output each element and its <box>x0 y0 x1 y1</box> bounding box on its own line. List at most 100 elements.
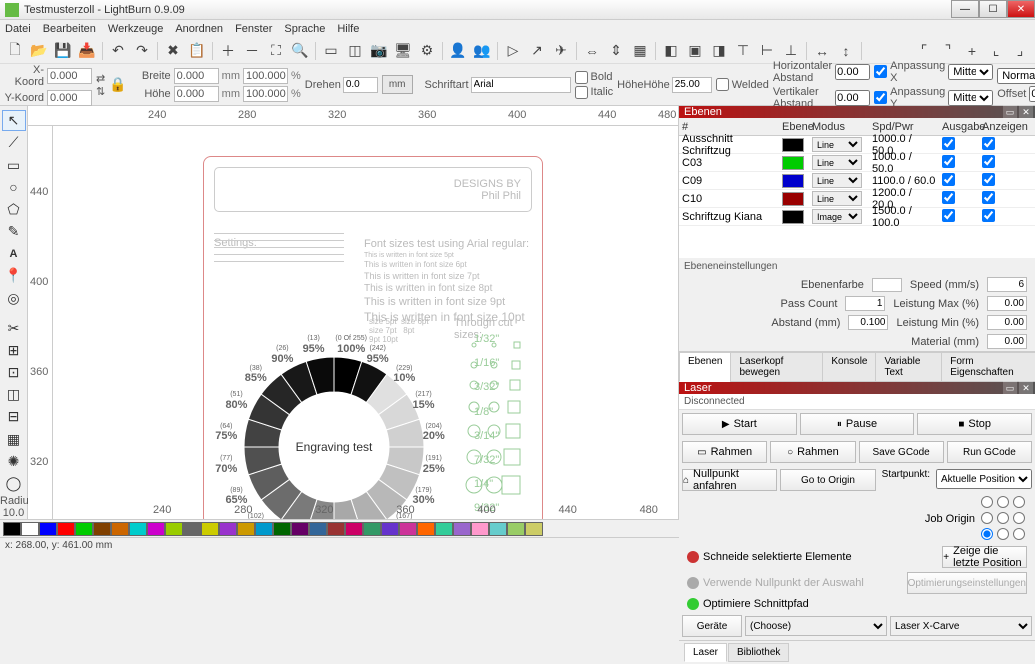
tool-c[interactable]: ◫ <box>2 384 26 405</box>
align-top-icon[interactable]: ⊤ <box>732 40 754 62</box>
startpunkt-select[interactable]: Aktuelle Position <box>936 469 1032 489</box>
color-swatch[interactable] <box>255 522 273 536</box>
color-swatch[interactable] <box>381 522 399 536</box>
panel-close-icon[interactable]: ✕ <box>1019 105 1033 119</box>
color-swatch[interactable] <box>453 522 471 536</box>
flip-v-icon[interactable]: ⇕ <box>605 40 627 62</box>
color-swatch[interactable] <box>399 522 417 536</box>
color-swatch[interactable] <box>129 522 147 536</box>
dist-h-icon[interactable]: ↔ <box>811 40 833 62</box>
polygon-tool[interactable]: ⬠ <box>2 199 26 220</box>
corner3-icon[interactable]: + <box>961 40 983 62</box>
anpx-sel[interactable]: Mitte <box>948 64 993 80</box>
h-input[interactable]: 0.000 <box>174 86 219 102</box>
mm-toggle[interactable]: mm <box>382 75 413 94</box>
rect-tool[interactable]: ▭ <box>2 155 26 176</box>
anpy-sel[interactable]: Mitte <box>948 90 993 106</box>
color-swatch[interactable] <box>507 522 525 536</box>
pointer-tool[interactable]: ↖ <box>2 110 26 131</box>
color-swatch[interactable] <box>21 522 39 536</box>
mirror-icon[interactable]: ▦ <box>629 40 651 62</box>
savegcode-button[interactable]: Save GCode <box>859 441 944 463</box>
camera-icon[interactable]: 📷 <box>368 40 390 62</box>
color-swatch[interactable] <box>93 522 111 536</box>
dist-v-icon[interactable]: ↕ <box>835 40 857 62</box>
color-swatch[interactable] <box>417 522 435 536</box>
zoom-icon[interactable]: 🔍 <box>289 40 311 62</box>
leistungmin-input[interactable] <box>987 315 1027 330</box>
color-swatch[interactable] <box>435 522 453 536</box>
user-icon[interactable]: 👤 <box>447 40 469 62</box>
color-swatch[interactable] <box>363 522 381 536</box>
frame1-button[interactable]: ▭ Rahmen <box>682 441 767 463</box>
text-tool[interactable]: A <box>2 243 26 264</box>
h2-input[interactable]: 100.000 <box>243 86 288 102</box>
color-swatch[interactable] <box>345 522 363 536</box>
font-select[interactable] <box>471 77 571 93</box>
hspace-input[interactable] <box>835 64 870 80</box>
stop-button[interactable]: ■ Stop <box>917 413 1032 435</box>
zeige-button[interactable]: + Zeige die letzte Position <box>942 546 1027 568</box>
offset-tool[interactable]: ◎ <box>2 287 26 308</box>
gotoorigin-button[interactable]: Go to Origin <box>780 469 875 491</box>
marquee-icon[interactable]: ◫ <box>344 40 366 62</box>
menu-werkzeuge[interactable]: Werkzeuge <box>108 23 163 35</box>
monitor-icon[interactable]: 🖥 <box>392 40 414 62</box>
corner2-icon[interactable]: ⌝ <box>937 40 959 62</box>
color-swatch[interactable] <box>183 522 201 536</box>
layer-row[interactable]: C10Line1200.0 / 20.0 <box>679 190 1035 208</box>
menu-sprache[interactable]: Sprache <box>284 23 325 35</box>
corner1-icon[interactable]: ⌜ <box>913 40 935 62</box>
open-icon[interactable]: 📂 <box>28 40 50 62</box>
tool-b[interactable]: ⊡ <box>2 362 26 383</box>
delete-icon[interactable]: ✖ <box>162 40 184 62</box>
maximize-button[interactable]: ☐ <box>979 0 1007 18</box>
speed-input[interactable] <box>987 277 1027 292</box>
lock-icon[interactable]: 🔒 <box>109 76 126 93</box>
color-swatch[interactable] <box>273 522 291 536</box>
rungcode-button[interactable]: Run GCode <box>947 441 1032 463</box>
canvas[interactable]: 240 280 320 360 400 440 480 440 400 360 … <box>28 106 678 519</box>
align-bot-icon[interactable]: ⊥ <box>780 40 802 62</box>
menu-datei[interactable]: Datei <box>5 23 31 35</box>
abstand-input[interactable] <box>848 315 888 330</box>
zoomout-icon[interactable]: － <box>241 40 263 62</box>
save-icon[interactable]: 💾 <box>52 40 74 62</box>
color-swatch[interactable] <box>111 522 129 536</box>
nullpunkt-button[interactable]: ⌂ Nullpunkt anfahren <box>682 469 777 491</box>
anpy-check[interactable] <box>874 91 887 104</box>
welded-check[interactable] <box>716 78 729 91</box>
passcount-input[interactable] <box>845 296 885 311</box>
corner4-icon[interactable]: ⌞ <box>985 40 1007 62</box>
menu-anordnen[interactable]: Anordnen <box>175 23 223 35</box>
color-swatch[interactable] <box>165 522 183 536</box>
corner5-icon[interactable]: ⌟ <box>1009 40 1031 62</box>
tab-variable[interactable]: Variable Text <box>875 352 942 382</box>
grid-tool[interactable]: ▦ <box>2 428 26 449</box>
material-input[interactable] <box>987 334 1027 349</box>
layer-row[interactable]: Ausschnitt SchriftzugLine1000.0 / 50.0 <box>679 136 1035 154</box>
y-input[interactable]: 0.000 <box>47 90 92 106</box>
color-swatch[interactable] <box>219 522 237 536</box>
align-mid-icon[interactable]: ⊢ <box>756 40 778 62</box>
gerate-button[interactable]: Geräte <box>682 615 742 637</box>
new-icon[interactable]: 🗋 <box>4 40 26 62</box>
color-swatch[interactable] <box>327 522 345 536</box>
tab-form[interactable]: Form Eigenschaften <box>941 352 1035 382</box>
menu-bearbeiten[interactable]: Bearbeiten <box>43 23 96 35</box>
zoomin-icon[interactable]: ＋ <box>217 40 239 62</box>
import-icon[interactable]: 📥 <box>76 40 98 62</box>
settings-icon[interactable]: ⚙ <box>416 40 438 62</box>
arrow-icon[interactable]: ↗ <box>526 40 548 62</box>
menu-fenster[interactable]: Fenster <box>235 23 272 35</box>
color-swatch[interactable] <box>237 522 255 536</box>
align-left-icon[interactable]: ◧ <box>660 40 682 62</box>
color-swatch[interactable] <box>471 522 489 536</box>
laser-close-icon[interactable]: ✕ <box>1019 381 1033 395</box>
align-right-icon[interactable]: ◨ <box>708 40 730 62</box>
edit-tool[interactable]: ✎ <box>2 221 26 242</box>
users-icon[interactable]: 👥 <box>471 40 493 62</box>
layer-row[interactable]: C03Line1000.0 / 50.0 <box>679 154 1035 172</box>
radius-val[interactable]: 10.0 <box>3 507 24 519</box>
leistungmax-input[interactable] <box>987 296 1027 311</box>
